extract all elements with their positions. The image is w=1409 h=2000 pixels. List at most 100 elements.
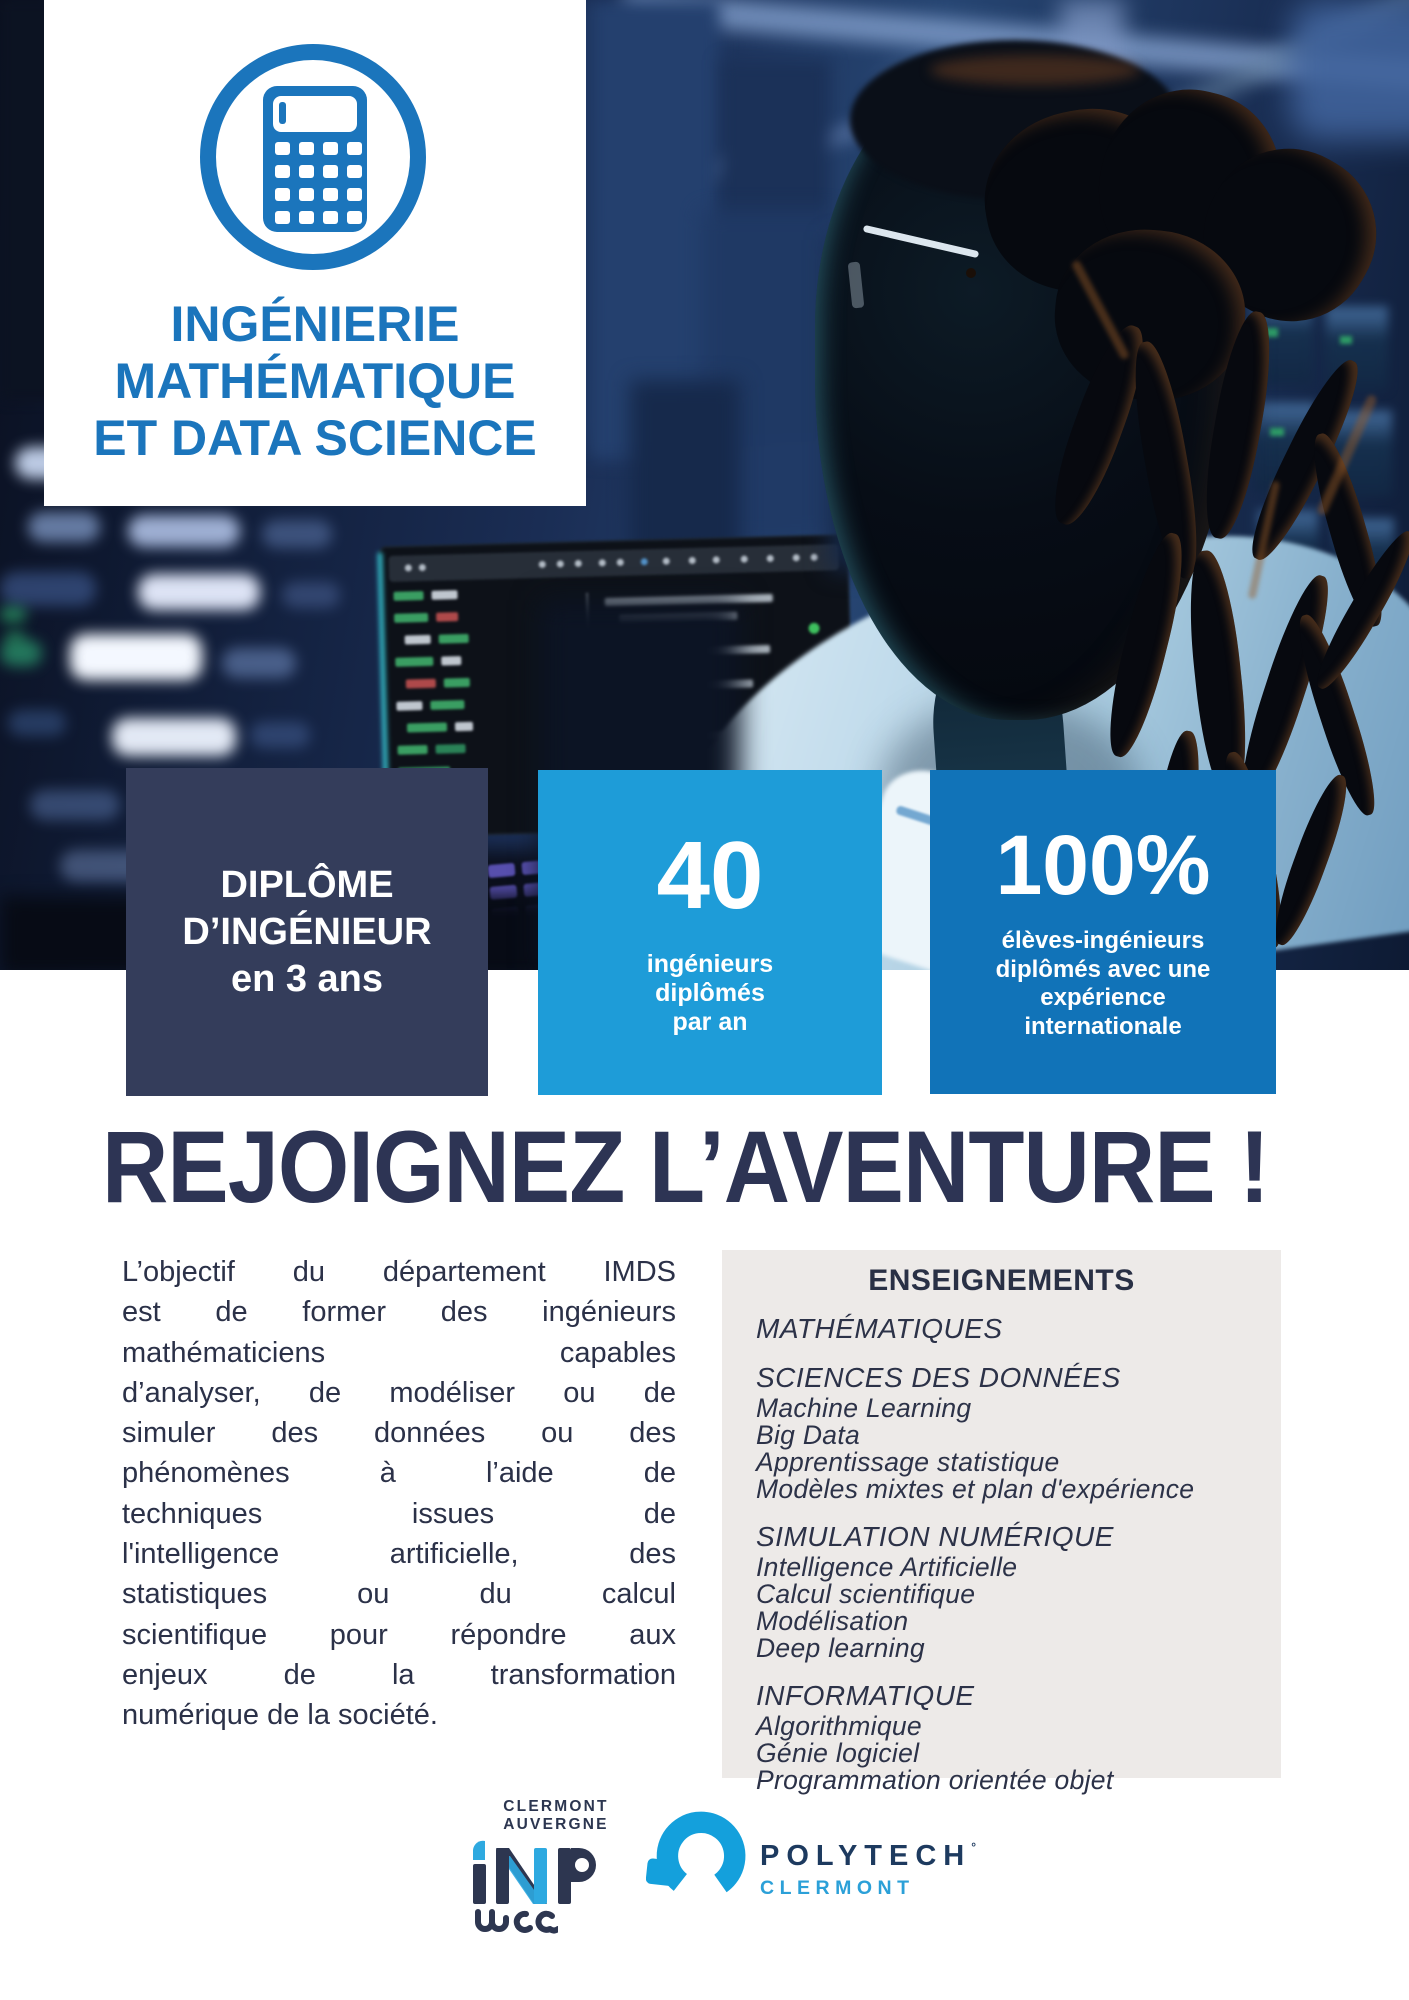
hair-bun — [1173, 118, 1407, 352]
inp-region-line: CLERMONT — [503, 1798, 609, 1815]
inp-region-text: CLERMONT AUVERGNE — [496, 1798, 616, 1834]
person-head — [815, 60, 1235, 720]
hair-crown — [850, 40, 1180, 200]
ceiling-beam — [664, 63, 1076, 191]
code-line — [607, 698, 666, 709]
rack-led — [1270, 428, 1284, 436]
calculator-key — [347, 165, 362, 178]
stat-international: 100% élèves-ingénieurs diplômés avec une… — [930, 770, 1276, 1094]
light-glow — [860, 60, 980, 150]
bokeh-light — [112, 718, 236, 756]
code-line — [620, 644, 771, 657]
course-item: Programmation orientée objet — [756, 1765, 1114, 1795]
stat-line: DIPLÔME — [220, 863, 394, 906]
course-item: Calcul scientifique — [756, 1579, 976, 1609]
bokeh-light — [282, 582, 340, 608]
code-line — [606, 663, 703, 675]
rack-led — [1340, 336, 1352, 344]
calculator-key — [299, 188, 314, 201]
hair-bun — [968, 91, 1202, 309]
stat-value: 100% — [995, 818, 1211, 912]
code-bar — [405, 678, 436, 689]
toolbar-dot — [616, 558, 624, 566]
rack-screen — [1330, 410, 1392, 496]
course-item: Machine Learning — [756, 1393, 972, 1423]
hair-highlight — [1315, 393, 1379, 517]
paragraph-line: techniques issues de — [122, 1497, 676, 1530]
course-item: Intelligence Artificielle — [756, 1552, 1018, 1582]
screen-wall — [590, 0, 720, 460]
calculator-key — [347, 211, 362, 224]
paragraph-line: l'intelligence artificielle, des — [122, 1538, 676, 1571]
stat-caption-line: internationale — [1024, 1012, 1182, 1040]
paragraph-line: d’analyser, de modéliser ou de — [122, 1376, 676, 1409]
paragraph-line: simuler des données ou des — [122, 1417, 676, 1450]
stat-caption: élèves-ingénieurs diplômés avec une expé… — [996, 927, 1211, 1041]
stat-diploma: DIPLÔME D’INGÉNIEUR en 3 ans — [126, 768, 488, 1096]
hair-strand — [1195, 307, 1281, 543]
rack-screen — [1256, 510, 1318, 592]
calculator-key — [299, 142, 314, 155]
hair-bun — [1079, 71, 1301, 299]
code-line — [608, 730, 751, 743]
courses-card: ENSEIGNEMENTS MATHÉMATIQUES SCIENCES DES … — [722, 1250, 1281, 1794]
course-section-header: SCIENCES DES DONNÉES — [756, 1362, 1121, 1393]
course-section-header: INFORMATIQUE — [756, 1680, 975, 1711]
program-title-line: INGÉNIERIE — [170, 296, 460, 352]
stat-caption-line: ingénieurs — [646, 950, 774, 978]
uca-script-icon — [475, 1909, 558, 1934]
stat-caption-line: par an — [672, 1008, 748, 1036]
stat-line: en 3 ans — [230, 957, 384, 1000]
status-dot-red — [826, 654, 836, 664]
bokeh-light — [128, 515, 240, 547]
polytech-circle-icon — [646, 1811, 746, 1901]
polytech-logo: POLYTECH° CLERMONT — [646, 1806, 976, 1910]
code-bar — [443, 677, 470, 688]
calculator-key — [323, 142, 338, 155]
keyboard-key — [487, 862, 516, 879]
course-item: Modélisation — [756, 1606, 909, 1636]
ceiling-beam — [1159, 0, 1409, 125]
calculator-screen — [273, 96, 357, 132]
paragraph-line: scientifique pour répondre aux — [122, 1618, 676, 1651]
bokeh-light — [262, 520, 332, 548]
code-bar — [430, 700, 465, 710]
calculator-key — [275, 165, 290, 178]
code-line — [619, 611, 738, 623]
hair-strand — [1303, 428, 1393, 632]
glasses — [862, 224, 980, 259]
bokeh-light — [138, 574, 260, 610]
toolbar-dot — [404, 564, 412, 572]
toolbar-dot — [640, 558, 648, 566]
code-bar — [406, 722, 448, 733]
hair-rim-light — [930, 55, 1140, 85]
bokeh-light — [0, 640, 42, 666]
code-editor-toolbar — [388, 544, 840, 582]
ceiling-pillar — [1060, 0, 1124, 210]
hair-strand — [1040, 318, 1158, 532]
calculator-key — [299, 165, 314, 178]
calculator-key — [323, 165, 338, 178]
calculator-screen-notch — [279, 102, 286, 124]
hair-highlight — [1247, 480, 1281, 600]
polytech-name: POLYTECH° — [760, 1840, 977, 1872]
course-section: SCIENCES DES DONNÉES Machine Learning Big … — [756, 1363, 1261, 1503]
program-title-line: MATHÉMATIQUE — [114, 353, 516, 409]
keyboard-key — [489, 884, 518, 901]
screen-panel — [630, 380, 740, 580]
hair-strand — [1265, 769, 1357, 951]
toolbar-dot — [688, 556, 696, 565]
toolbar-dot — [538, 560, 546, 569]
screen-panel — [700, 210, 840, 540]
status-dot-green — [808, 622, 820, 634]
hair-bun — [1047, 222, 1253, 408]
light-blob — [1290, 0, 1409, 140]
paragraph-line: enjeux de la transformation — [122, 1658, 676, 1691]
code-bar — [396, 701, 423, 711]
program-title: INGÉNIERIE MATHÉMATIQUE ET DATA SCIENCE — [44, 296, 586, 467]
rack-screen — [1334, 518, 1394, 596]
bokeh-light — [30, 790, 120, 820]
hair-strand — [1097, 528, 1195, 762]
courses-title: ENSEIGNEMENTS — [868, 1264, 1135, 1297]
